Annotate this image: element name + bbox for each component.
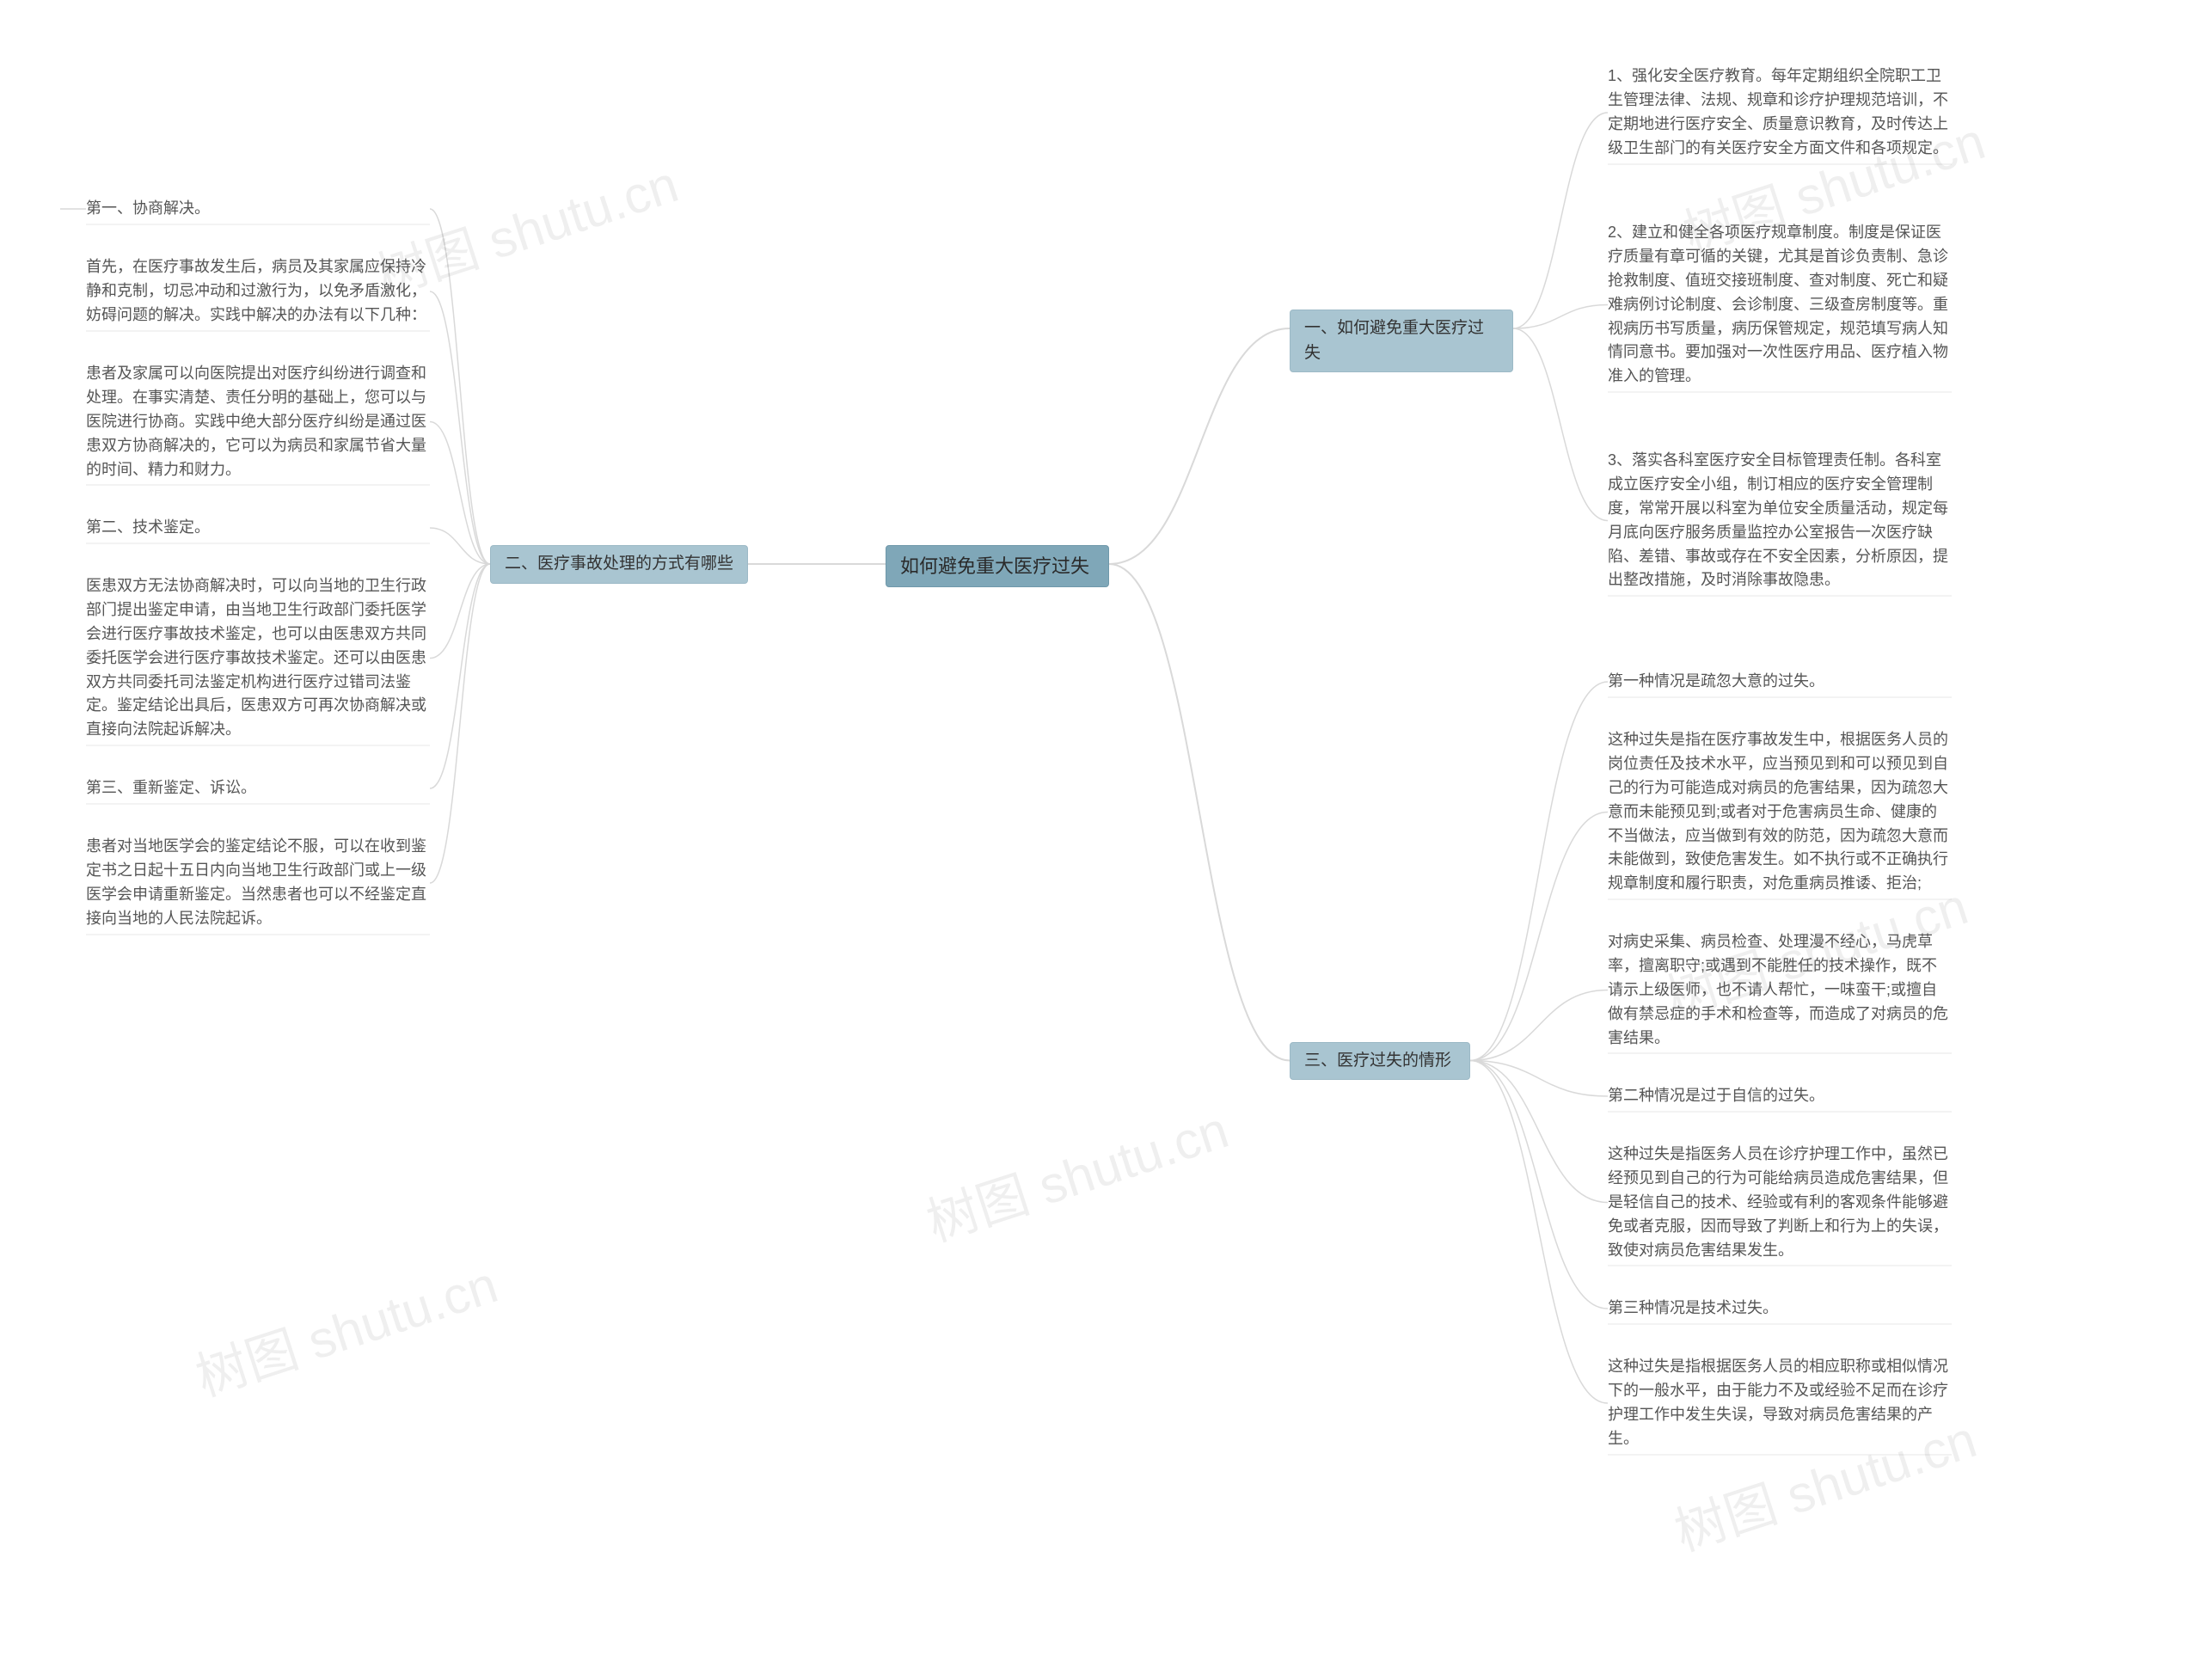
right-leaf[interactable]: 对病史采集、病员检查、处理漫不经心，马虎草率，擅离职守;或遇到不能胜任的技术操作… [1608, 930, 1952, 1050]
watermark: 树图 shutu.cn [916, 1088, 1236, 1256]
left-leaf[interactable]: 第一、协商解决。 [86, 197, 430, 221]
left-leaf[interactable]: 第三、重新鉴定、诉讼。 [86, 776, 430, 800]
root-node[interactable]: 如何避免重大医疗过失 [886, 545, 1109, 587]
left-branch[interactable]: 二、医疗事故处理的方式有哪些 [490, 545, 748, 584]
right-leaf[interactable]: 第一种情况是疏忽大意的过失。 [1608, 670, 1952, 694]
right-leaf[interactable]: 这种过失是指医务人员在诊疗护理工作中，虽然已经预见到自己的行为可能给病员造成危害… [1608, 1143, 1952, 1262]
left-leaf[interactable]: 第二、技术鉴定。 [86, 516, 430, 540]
right-leaf[interactable]: 第三种情况是技术过失。 [1608, 1297, 1952, 1321]
right-leaf[interactable]: 这种过失是指在医疗事故发生中，根据医务人员的岗位责任及技术水平，应当预见到和可以… [1608, 728, 1952, 896]
right-leaf[interactable]: 这种过失是指根据医务人员的相应职称或相似情况下的一般水平，由于能力不及或经验不足… [1608, 1355, 1952, 1451]
right-branch-2[interactable]: 三、医疗过失的情形 [1290, 1042, 1470, 1081]
watermark: 树图 shutu.cn [185, 1243, 506, 1411]
right-leaf[interactable]: 第二种情况是过于自信的过失。 [1608, 1084, 1952, 1108]
right-leaf[interactable]: 2、建立和健全各项医疗规章制度。制度是保证医疗质量有章可循的关键，尤其是首诊负责… [1608, 221, 1952, 389]
right-branch-1[interactable]: 一、如何避免重大医疗过失 [1290, 310, 1513, 372]
left-leaf[interactable]: 患者及家属可以向医院提出对医疗纠纷进行调查和处理。在事实清楚、责任分明的基础上，… [86, 362, 430, 481]
right-leaf[interactable]: 3、落实各科室医疗安全目标管理责任制。各科室成立医疗安全小组，制订相应的医疗安全… [1608, 449, 1952, 592]
left-leaf[interactable]: 医患双方无法协商解决时，可以向当地的卫生行政部门提出鉴定申请，由当地卫生行政部门… [86, 574, 430, 742]
left-leaf[interactable]: 首先，在医疗事故发生后，病员及其家属应保持冷静和克制，切忌冲动和过激行为，以免矛… [86, 255, 430, 328]
right-leaf[interactable]: 1、强化安全医疗教育。每年定期组织全院职工卫生管理法律、法规、规章和诊疗护理规范… [1608, 64, 1952, 161]
left-leaf[interactable]: 患者对当地医学会的鉴定结论不服，可以在收到鉴定书之日起十五日内向当地卫生行政部门… [86, 835, 430, 931]
